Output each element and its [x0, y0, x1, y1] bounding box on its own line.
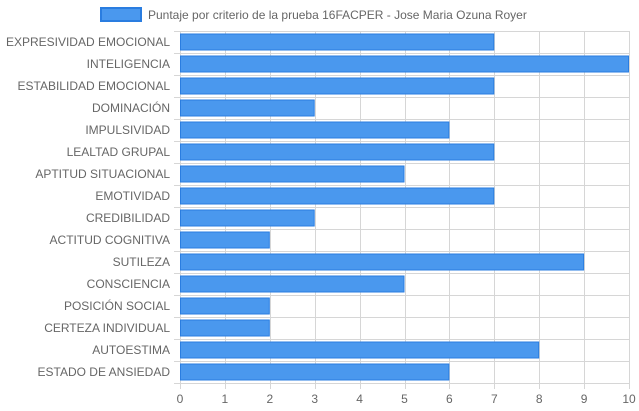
category-label: IMPULSIVIDAD: [85, 123, 170, 137]
bar[interactable]: [180, 319, 270, 337]
legend-label[interactable]: Puntaje por criterio de la prueba 16FACP…: [148, 8, 527, 22]
bar[interactable]: [180, 341, 540, 359]
bar[interactable]: [180, 55, 629, 73]
x-tick-label: 9: [581, 392, 588, 406]
bar[interactable]: [180, 231, 270, 249]
legend-swatch[interactable]: [100, 7, 142, 22]
x-tick-label: 7: [491, 392, 498, 406]
category-label: EXPRESIVIDAD EMOCIONAL: [6, 35, 170, 49]
bar[interactable]: [180, 275, 405, 293]
bars: [180, 33, 629, 381]
bar[interactable]: [180, 143, 495, 161]
bar[interactable]: [180, 33, 495, 51]
category-label: ACTITUD COGNITIVA: [50, 233, 170, 247]
category-label: CERTEZA INDIVIDUAL: [44, 321, 170, 335]
x-tick-label: 2: [266, 392, 273, 406]
category-label: ESTADO DE ANSIEDAD: [38, 365, 171, 379]
category-label: EMOTIVIDAD: [95, 189, 170, 203]
category-label: LEALTAD GRUPAL: [67, 145, 171, 159]
bar[interactable]: [180, 187, 495, 205]
category-label: POSICIÓN SOCIAL: [64, 298, 170, 313]
value-axis: 0 1 2 3 4 5 6 7 8 9 10: [177, 392, 636, 406]
category-label: CREDIBILIDAD: [86, 211, 170, 225]
bar[interactable]: [180, 363, 450, 381]
legend[interactable]: Puntaje por criterio de la prueba 16FACP…: [100, 7, 527, 22]
category-label: ESTABILIDAD EMOCIONAL: [18, 79, 171, 93]
x-tick-label: 5: [401, 392, 408, 406]
x-tick-label: 3: [311, 392, 318, 406]
x-tick-label: 4: [356, 392, 363, 406]
x-tick-label: 8: [536, 392, 543, 406]
category-label: DOMINACIÓN: [92, 100, 170, 115]
x-tick-label: 10: [622, 392, 636, 406]
x-tick-label: 1: [222, 392, 229, 406]
bar[interactable]: [180, 209, 315, 227]
bar[interactable]: [180, 99, 315, 117]
category-axis: EXPRESIVIDAD EMOCIONAL INTELIGENCIA ESTABI…: [6, 35, 170, 379]
bar[interactable]: [180, 297, 270, 315]
x-tick-label: 0: [177, 392, 184, 406]
x-tick-label: 6: [446, 392, 453, 406]
bar[interactable]: [180, 121, 450, 139]
category-label: AUTOESTIMA: [92, 343, 170, 357]
category-label: APTITUD SITUACIONAL: [35, 167, 170, 181]
category-label: SUTILEZA: [113, 255, 170, 269]
bar[interactable]: [180, 253, 585, 271]
category-label: INTELIGENCIA: [87, 57, 170, 71]
bar[interactable]: [180, 77, 495, 95]
category-label: CONSCIENCIA: [87, 277, 170, 291]
bar[interactable]: [180, 165, 405, 183]
